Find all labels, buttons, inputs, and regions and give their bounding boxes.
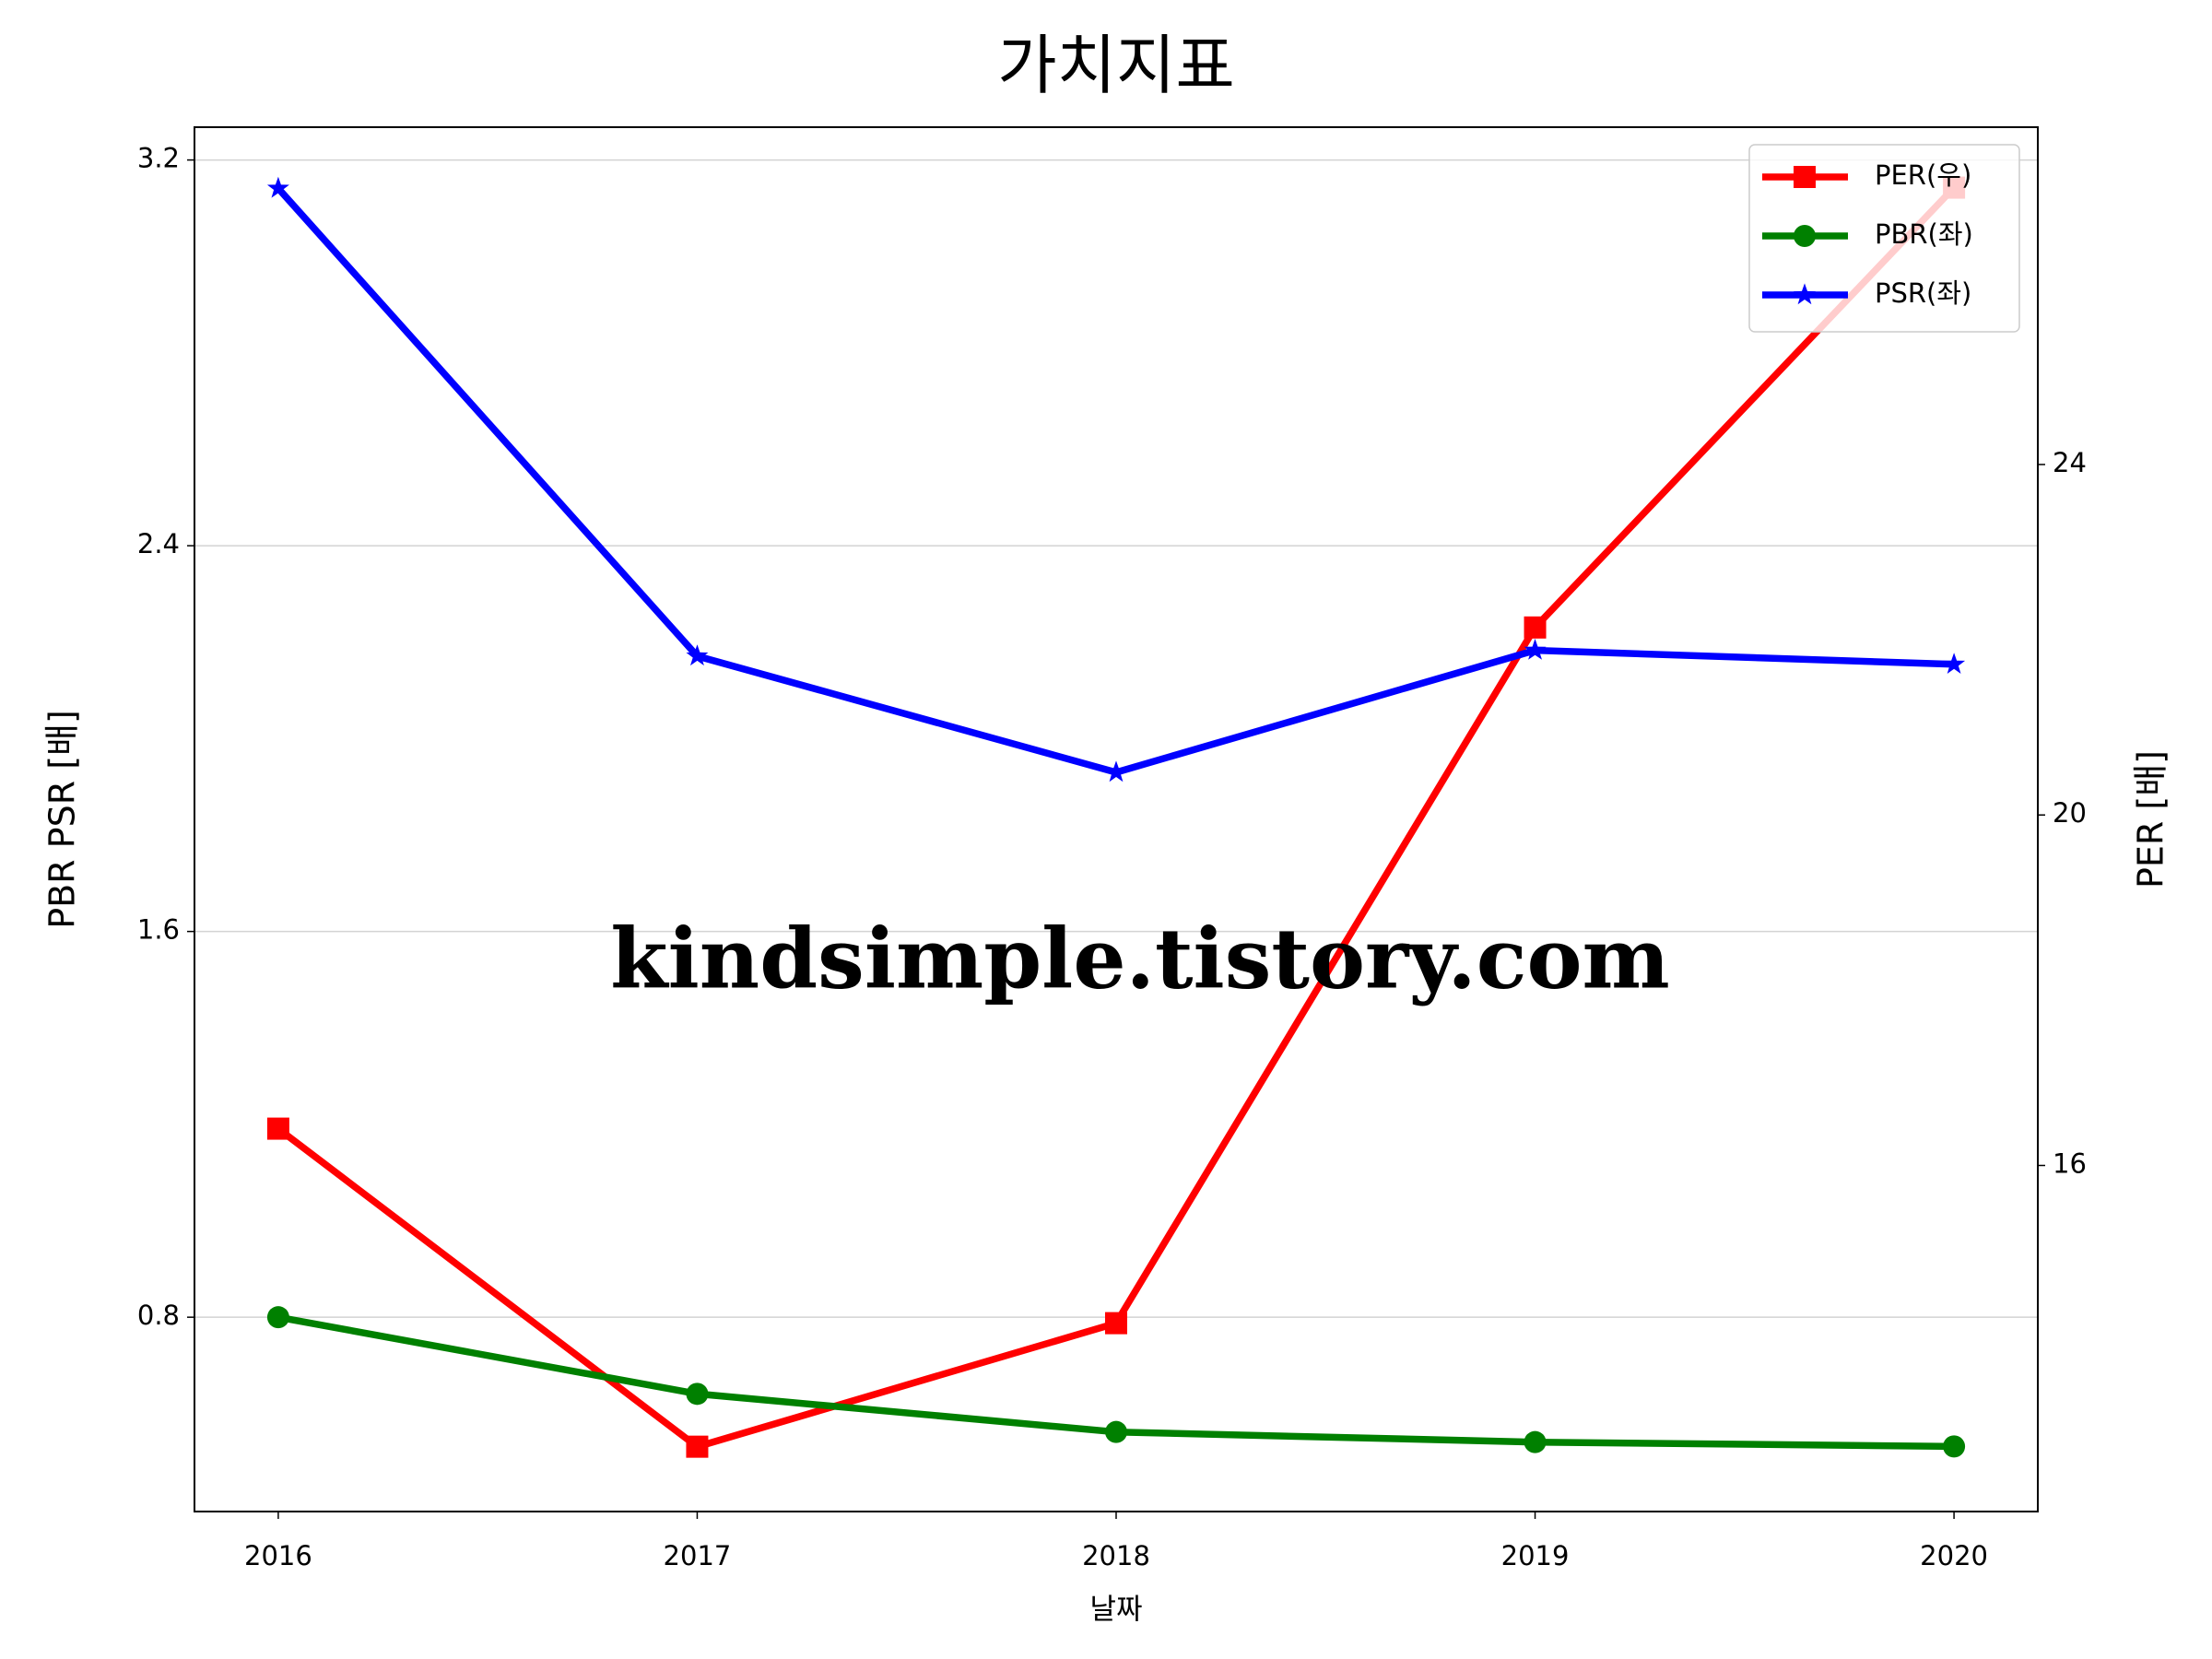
y2-axis-label: PER [배]: [2131, 750, 2171, 888]
legend-label: PER(우): [1875, 159, 1971, 191]
marker: [1524, 639, 1547, 660]
marker: [1794, 225, 1816, 247]
watermark: kindsimple.tistory.com: [610, 911, 1670, 1008]
x-axis-label: 날짜: [1089, 1594, 1142, 1627]
y2-tick-label: 24: [2053, 447, 2087, 478]
y-tick-label: 0.8: [137, 1300, 180, 1331]
marker: [1794, 283, 1816, 305]
legend-box: [1748, 144, 2020, 333]
y-tick-label: 3.2: [137, 143, 180, 174]
y-axis-label: PBR PSR [배]: [42, 710, 83, 929]
y2-tick-label: 16: [2053, 1148, 2087, 1180]
x-tick-label: 2018: [1082, 1540, 1150, 1571]
y2-tick-label: 20: [2053, 797, 2087, 829]
marker: [1105, 1312, 1127, 1335]
marker: [1105, 1420, 1127, 1443]
y-tick-label: 1.6: [137, 914, 180, 946]
marker: [1943, 653, 1966, 674]
marker: [1794, 166, 1816, 188]
marker: [1524, 616, 1547, 639]
marker: [1105, 760, 1127, 782]
x-tick-label: 2017: [664, 1540, 732, 1571]
marker: [686, 1382, 709, 1406]
chart-title: 가치지표: [997, 28, 1235, 103]
x-tick-label: 2020: [1920, 1540, 1988, 1571]
plot-frame: [194, 126, 2039, 1512]
marker: [1943, 1435, 1966, 1458]
marker: [266, 176, 289, 198]
x-tick-label: 2016: [244, 1540, 312, 1571]
marker: [686, 1435, 709, 1458]
marker: [686, 644, 709, 666]
marker: [266, 1117, 289, 1140]
legend-label: PBR(좌): [1875, 218, 1973, 250]
x-tick-label: 2019: [1501, 1540, 1570, 1571]
marker: [1524, 1430, 1547, 1453]
legend-label: PSR(좌): [1875, 277, 1971, 309]
y-tick-label: 2.4: [137, 528, 180, 559]
marker: [266, 1306, 289, 1329]
